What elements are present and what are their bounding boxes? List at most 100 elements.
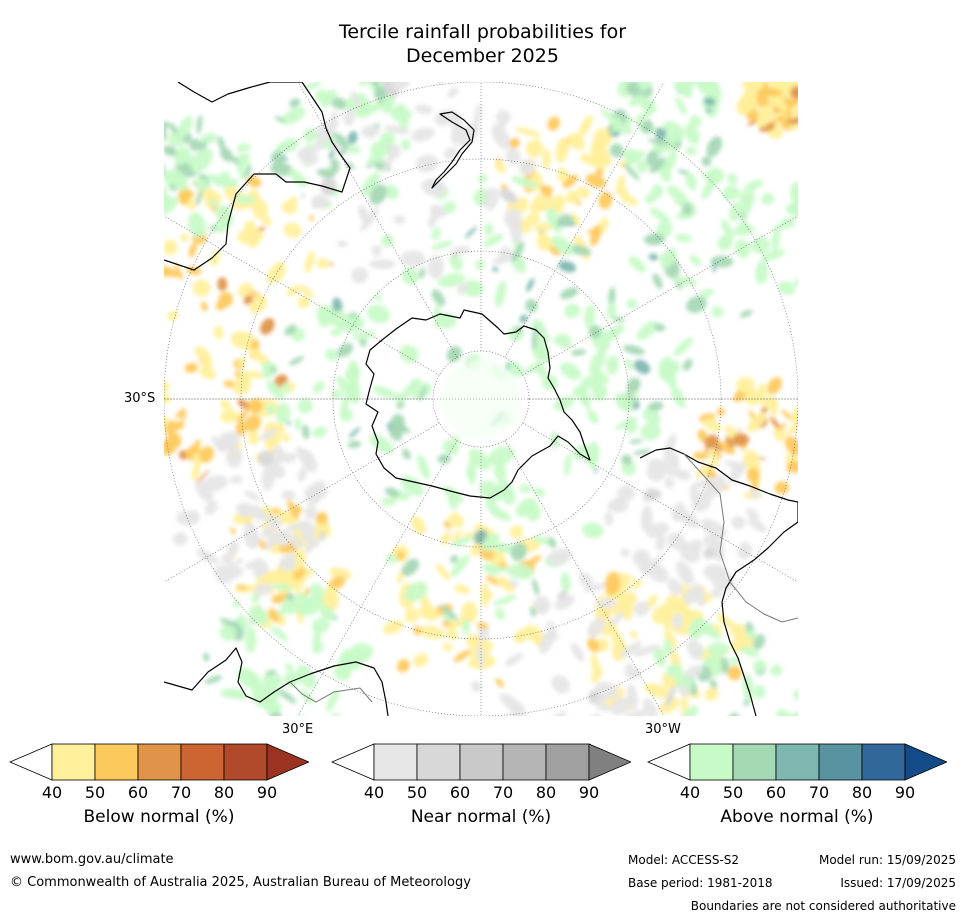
probability-patch xyxy=(246,176,262,188)
probability-patch xyxy=(704,434,719,449)
probability-patch xyxy=(617,572,634,581)
probability-patch xyxy=(304,483,329,501)
colorbar-max-arrow xyxy=(904,743,947,781)
probability-patch xyxy=(634,601,649,617)
probability-patch xyxy=(592,383,608,401)
probability-patch xyxy=(402,448,411,460)
probability-patch xyxy=(699,288,715,298)
probability-patch xyxy=(546,548,573,566)
probability-patch xyxy=(452,530,462,543)
probability-patch xyxy=(334,664,352,681)
colorbar-title: Above normal (%) xyxy=(720,807,874,827)
probability-patch xyxy=(302,568,313,578)
probability-patch xyxy=(260,318,275,335)
probability-patch xyxy=(675,96,687,116)
probability-patch xyxy=(164,145,177,157)
probability-patch xyxy=(223,380,236,388)
probability-patch xyxy=(290,534,303,550)
probability-patch xyxy=(551,235,574,256)
probability-patch xyxy=(611,630,627,657)
probability-patch xyxy=(414,104,433,114)
probability-patch xyxy=(519,314,528,323)
probability-patch xyxy=(281,107,306,125)
probability-patch xyxy=(522,555,542,569)
probability-patch xyxy=(656,220,673,239)
probability-patch xyxy=(775,708,793,716)
probability-patch xyxy=(593,466,598,474)
probability-patch xyxy=(628,256,647,273)
probability-patch xyxy=(327,111,338,128)
probability-patch xyxy=(707,167,724,185)
probability-patch xyxy=(664,629,677,649)
colorbar-tick-label: 70 xyxy=(808,783,830,802)
probability-patch xyxy=(646,522,670,539)
probability-patch xyxy=(675,233,692,243)
probability-patch xyxy=(362,207,379,230)
probability-patch xyxy=(629,439,643,444)
probability-patch xyxy=(644,683,670,699)
probability-patch xyxy=(261,524,275,539)
colorbar-below-normal: 40 50 60 70 80 90 Below normal (%) xyxy=(9,743,309,855)
probability-patch xyxy=(652,273,663,289)
probability-patch xyxy=(267,703,283,714)
polar-cap xyxy=(441,359,521,439)
probability-patch xyxy=(664,478,675,489)
probability-patch xyxy=(617,484,636,502)
probability-patch xyxy=(715,613,736,630)
probability-patch xyxy=(347,440,362,448)
probability-patch xyxy=(264,529,282,551)
probability-patch xyxy=(665,663,683,678)
probability-patch xyxy=(293,505,302,515)
probability-patch xyxy=(509,580,519,588)
probability-patch xyxy=(351,90,361,109)
probability-patch xyxy=(220,552,234,565)
probability-patch xyxy=(309,214,314,222)
probability-patch xyxy=(519,219,532,234)
probability-patch xyxy=(480,582,489,608)
probability-patch xyxy=(692,491,712,512)
colorbar-swatch xyxy=(51,743,96,781)
probability-patch xyxy=(280,490,296,500)
probability-patch xyxy=(311,618,330,633)
probability-patch xyxy=(677,90,681,94)
probability-patch xyxy=(542,148,551,170)
probability-patch xyxy=(514,197,529,214)
probability-patch xyxy=(547,116,560,131)
website-link[interactable]: www.bom.gov.au/climate xyxy=(10,852,174,867)
probability-patch xyxy=(404,608,420,623)
probability-patch xyxy=(401,558,420,577)
probability-patch xyxy=(164,120,176,128)
probability-patch xyxy=(673,511,690,522)
probability-patch xyxy=(384,184,399,200)
probability-patch xyxy=(498,119,508,129)
probability-patch xyxy=(282,382,290,394)
probability-patch xyxy=(587,409,599,424)
colorbar-tick-label: 90 xyxy=(578,783,600,802)
probability-patch xyxy=(230,527,236,535)
probability-patch xyxy=(346,384,361,399)
probability-patch xyxy=(631,579,643,589)
probability-patch xyxy=(712,572,735,591)
probability-patch xyxy=(390,413,405,435)
probability-patch xyxy=(612,497,622,507)
probability-patch xyxy=(755,93,770,107)
probability-patch xyxy=(254,558,269,575)
coastlines xyxy=(164,82,798,716)
title-line-2: December 2025 xyxy=(406,45,559,67)
probability-patch xyxy=(698,82,713,94)
probability-patch xyxy=(623,195,638,206)
probability-patch xyxy=(396,401,405,409)
probability-patch xyxy=(196,189,203,206)
probability-patch xyxy=(621,454,632,465)
south-america-coastline xyxy=(639,447,798,716)
probability-patch xyxy=(560,287,579,300)
probability-patch xyxy=(762,82,770,90)
probability-patch xyxy=(304,506,318,520)
probability-patch xyxy=(340,393,350,419)
probability-patch xyxy=(464,226,477,239)
probability-patch xyxy=(510,700,526,716)
colorbar-tick-label: 80 xyxy=(213,783,235,802)
probability-patch xyxy=(493,594,518,606)
colorbar-max-arrow xyxy=(266,743,309,781)
probability-patch xyxy=(247,398,263,414)
